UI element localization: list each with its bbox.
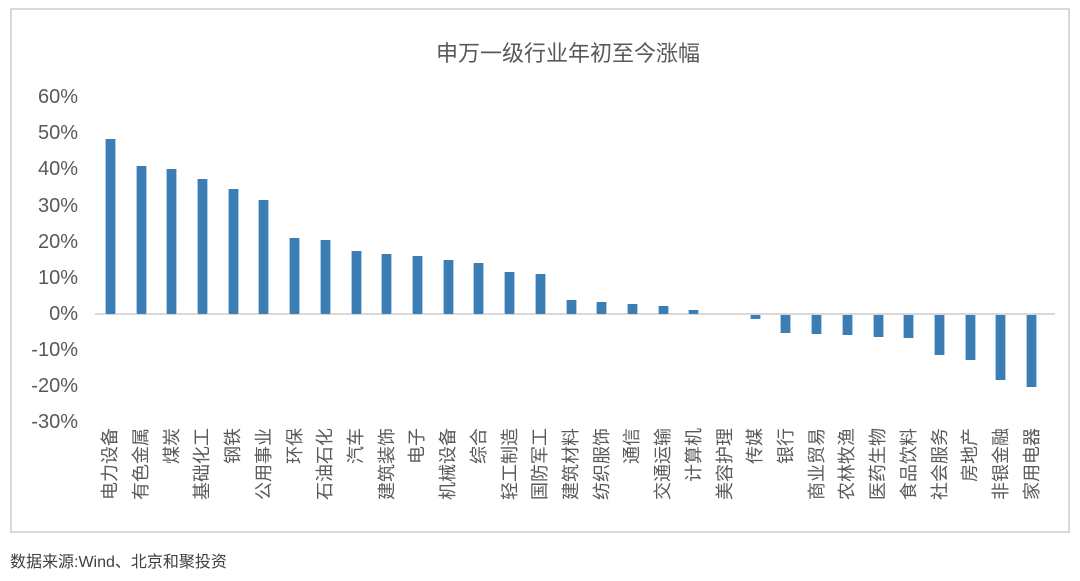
bar-食品饮料 [903,315,915,339]
x-tick-label: 交通运输 [653,428,674,500]
x-tick-label: 电子 [407,428,428,464]
x-tick-label: 社会服务 [929,428,950,500]
bar-建筑装饰 [381,254,393,314]
x-tick-label: 通信 [622,428,643,464]
bar-家用电器 [1026,315,1038,388]
x-tick-label: 美容护理 [714,428,735,500]
bar-电力设备 [104,138,116,314]
x-tick-label: 银行 [775,428,796,464]
x-tick-label: 汽车 [346,428,367,464]
bar-商业贸易 [811,315,823,334]
x-tick-label: 基础化工 [192,428,213,500]
bar-环保 [289,238,301,314]
x-tick-label: 公用事业 [253,428,274,500]
bar-建筑材料 [565,299,577,314]
x-tick-label: 电力设备 [100,428,121,500]
bar-非银金融 [995,315,1007,381]
bar-汽车 [350,250,362,314]
x-tick-label: 综合 [468,428,489,464]
bar-农林牧渔 [841,315,853,336]
y-tick-label: 30% [37,194,78,217]
x-tick-label: 钢铁 [223,428,244,464]
x-tick-label: 有色金属 [131,428,152,500]
bar-通信 [626,303,638,314]
bar-国防军工 [534,274,546,314]
x-axis-baseline [95,313,1055,315]
bar-交通运输 [657,306,669,314]
bar-银行 [780,315,792,334]
bar-综合 [473,263,485,314]
bar-医药生物 [872,315,884,337]
x-tick-label: 计算机 [683,428,704,482]
bar-煤炭 [166,169,178,314]
bar-纺织服饰 [596,302,608,314]
x-tick-label: 建筑材料 [561,428,581,500]
bar-电子 [411,256,423,314]
bar-房地产 [964,315,976,361]
y-tick-label: -20% [31,375,78,398]
x-tick-label: 国防军工 [530,428,551,500]
y-tick-label: 50% [37,122,78,145]
bar-有色金属 [135,165,147,314]
bar-基础化工 [196,178,208,314]
y-tick-label: -10% [31,339,78,362]
y-tick-label: 0% [49,303,78,325]
source-note: 数据来源:Wind、北京和聚投资 [10,554,227,571]
bar-传媒 [749,315,761,320]
x-tick-label: 石油石化 [315,428,336,500]
bar-公用事业 [258,200,270,314]
x-tick-label: 轻工制造 [499,428,520,500]
x-tick-label: 房地产 [960,428,981,482]
y-tick-label: 40% [37,158,78,181]
bar-机械设备 [442,259,454,314]
x-tick-label: 机械设备 [438,428,459,500]
y-tick-label: -30% [31,411,78,434]
chart-title: 申万一级行业年初至今涨幅 [435,41,700,66]
bar-钢铁 [227,189,239,314]
bar-计算机 [688,310,700,314]
x-tick-label: 煤炭 [161,428,182,464]
x-tick-label: 家用电器 [1021,428,1042,500]
bar-社会服务 [934,315,946,355]
x-tick-label: 环保 [284,428,305,464]
x-tick-label: 传媒 [745,428,766,464]
x-tick-label: 医药生物 [868,428,889,500]
x-tick-label: 食品饮料 [898,428,919,500]
x-tick-label: 建筑装饰 [376,428,397,500]
chart-frame: 申万一级行业年初至今涨幅 60% 50% 40% 30% 20% 10% 0% -10% -20… [10,8,1070,533]
y-tick-label: 60% [37,86,78,109]
y-tick-label: 20% [37,230,78,253]
bar-轻工制造 [504,272,516,314]
x-tick-label: 商业贸易 [806,428,827,500]
x-tick-label: 纺织服饰 [591,428,612,500]
bar-石油石化 [319,239,331,314]
x-tick-label: 农林牧渔 [837,428,858,500]
x-tick-label: 非银金融 [990,428,1011,500]
y-tick-label: 10% [37,266,78,289]
